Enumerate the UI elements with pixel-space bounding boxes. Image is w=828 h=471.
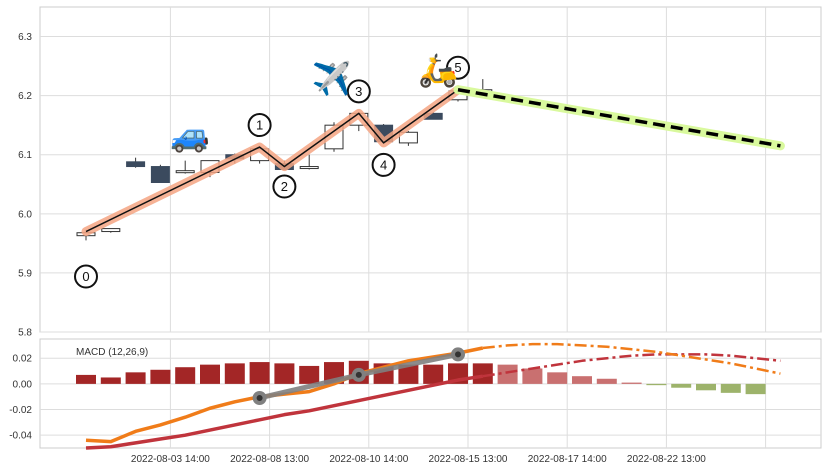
- signal-line: [85, 374, 484, 450]
- macd-y-tick-label: 0.02: [13, 354, 33, 365]
- candle-body: [299, 166, 319, 170]
- histogram-bar: [299, 365, 320, 384]
- price-y-tick-label: 5.8: [18, 328, 32, 339]
- price-y-tick-label: 6.1: [18, 150, 32, 161]
- candle-body: [126, 161, 146, 168]
- macd-y-tick-label: -0.02: [9, 405, 32, 416]
- macd-y-tick-label: 0.00: [13, 379, 33, 390]
- car-icon: 🚙: [170, 117, 210, 154]
- candle-body: [150, 166, 170, 184]
- histogram-bar: [472, 363, 493, 384]
- macd-y-axis: -0.04 -0.02 0.00 0.02: [9, 354, 32, 442]
- vehicle-icons: 🚙 ✈️ 🛵: [170, 52, 458, 154]
- highlight-point-center: [355, 371, 362, 378]
- wave-label-circle: [371, 152, 396, 177]
- wave-label-text: 3: [355, 84, 362, 99]
- histogram-bar: [720, 383, 741, 393]
- x-tick-label: 2022-08-10 14:00: [329, 454, 408, 465]
- histogram-bar: [596, 378, 617, 384]
- price-y-tick-label: 6.3: [18, 32, 32, 43]
- projection-dashed-line: [457, 88, 781, 148]
- projection-line: [453, 85, 785, 151]
- x-axis: 2022-08-03 14:00 2022-08-08 13:00 2022-08-…: [131, 454, 706, 465]
- histogram-bar: [497, 364, 518, 384]
- histogram-bar: [200, 364, 220, 384]
- histogram-bar: [745, 383, 766, 395]
- price-panel: 5.8 5.9 6.0 6.1 6.2 6.3 0 1 2 3 4 5 🚙 ✈️ 🛵: [18, 6, 822, 339]
- candle-body: [101, 228, 121, 233]
- wave-line: [85, 89, 459, 233]
- airplane-icon: ✈️: [312, 60, 352, 97]
- signal-projection-line: [482, 353, 781, 378]
- x-tick-label: 2022-08-17 14:00: [528, 454, 607, 465]
- histogram-bar: [125, 372, 146, 384]
- price-y-tick-label: 6.2: [18, 91, 32, 102]
- wave-label-circle: [272, 174, 297, 199]
- macd-title: MACD (12,26,9): [76, 347, 148, 358]
- wave-labels: 0 1 2 3 4 5: [74, 55, 470, 289]
- wave-label-text: 1: [256, 118, 263, 133]
- wave-label-circle: [247, 113, 272, 138]
- price-y-tick-label: 5.9: [18, 268, 32, 279]
- macd-projection-line: [482, 342, 781, 375]
- histogram-bar: [671, 383, 692, 388]
- histogram-bar: [572, 376, 592, 384]
- histogram-bar: [249, 362, 270, 384]
- histogram-bar: [175, 367, 196, 384]
- histogram-bar: [150, 369, 171, 384]
- price-y-tick-label: 6.0: [18, 209, 32, 220]
- histogram-bar: [224, 363, 245, 384]
- macd-y-tick-label: -0.04: [9, 431, 32, 442]
- histogram-bar: [398, 364, 419, 384]
- candle-body: [398, 131, 418, 144]
- wave-label-text: 0: [82, 269, 89, 284]
- x-tick-label: 2022-08-03 14:00: [131, 454, 210, 465]
- wave-label-text: 5: [454, 60, 461, 75]
- price-grid: [40, 7, 821, 333]
- wave-label-text: 4: [380, 157, 387, 172]
- histogram-bar: [696, 383, 716, 391]
- histogram-bar: [274, 363, 295, 384]
- x-tick-label: 2022-08-15 13:00: [429, 454, 508, 465]
- macd-panel: -0.04 -0.02 0.00 0.02 MACD (12,26,9): [9, 338, 822, 450]
- price-y-axis: 5.8 5.9 6.0 6.1 6.2 6.3: [18, 32, 32, 338]
- elliott-wave: [81, 85, 463, 237]
- histogram-bar: [76, 374, 96, 384]
- histogram-bar: [547, 372, 568, 384]
- macd-highlight: [252, 347, 465, 405]
- macd-histogram: [76, 360, 766, 395]
- histogram-bar: [100, 377, 121, 384]
- wave-label-circle: [74, 264, 98, 289]
- histogram-bar: [423, 364, 444, 384]
- x-tick-label: 2022-08-08 13:00: [230, 454, 309, 465]
- wave-label-circle: [446, 55, 470, 80]
- histogram-bar: [646, 383, 667, 386]
- highlight-point-center: [256, 394, 263, 401]
- candle-body: [175, 170, 195, 174]
- histogram-bar: [621, 382, 642, 384]
- scooter-icon: 🛵: [418, 52, 458, 89]
- wave-label-circle: [346, 79, 371, 104]
- x-tick-label: 2022-08-22 13:00: [627, 454, 706, 465]
- highlight-point-center: [455, 351, 461, 358]
- macd-plot-frame: [39, 338, 822, 449]
- histogram-bar: [522, 368, 543, 384]
- wave-label-text: 2: [281, 179, 288, 194]
